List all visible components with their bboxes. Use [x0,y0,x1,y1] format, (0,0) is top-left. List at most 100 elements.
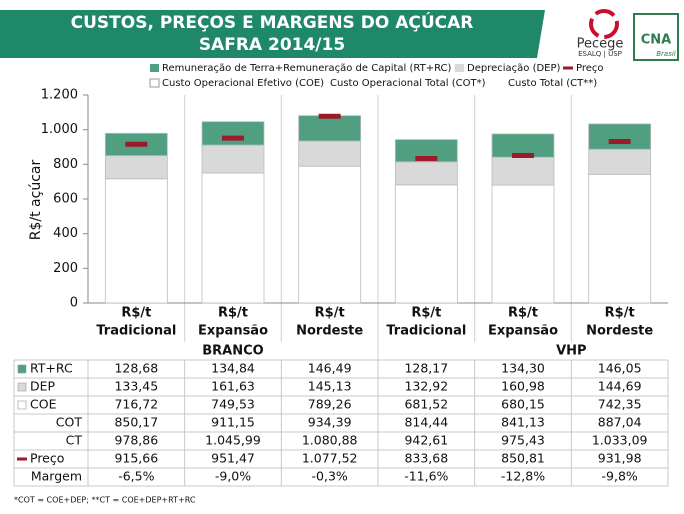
table-cell: 850,81 [501,451,545,466]
y-tick-label: 0 [70,296,78,311]
table-cell: 975,43 [501,433,545,448]
x-tick-label: R$/t [218,306,248,321]
row-label: Margem [31,469,82,484]
legend-swatch [455,64,464,72]
table-cell: 931,98 [598,451,642,466]
table-cell: 146,05 [598,361,642,376]
x-tick-label: R$/t [605,306,635,321]
table-cell: 716,72 [114,397,158,412]
x-tick-label: Tradicional [386,324,466,339]
row-label: COT [56,415,83,430]
bar-segment [588,173,652,304]
y-tick-label: 600 [53,192,78,207]
x-tick-label: R$/t [508,306,538,321]
row-label: COE [30,397,57,412]
table-cell: 942,61 [404,433,448,448]
legend-label: Preço [576,63,604,74]
legend-swatch [150,64,159,72]
x-tick-label: Expansão [198,324,268,339]
table-cell: 911,15 [211,415,255,430]
bar-segment [201,121,265,146]
table-cell: 814,44 [404,415,448,430]
table-cell: 934,39 [308,415,352,430]
table-cell: 128,68 [114,361,158,376]
x-tick-label: R$/t [121,306,151,321]
table-cell: 128,17 [404,361,448,376]
table-cell: 1.033,09 [592,433,648,448]
table-cell: 833,68 [404,451,448,466]
x-tick-label: R$/t [411,306,441,321]
legend-label: Custo Operacional Efetivo (COE) [162,78,324,89]
bar-segment [298,140,362,167]
bar-segment [394,184,458,304]
table-cell: 978,86 [114,433,158,448]
y-tick-label: 400 [53,226,78,241]
table-cell: 145,13 [308,379,352,394]
legend-label: Custo Operacional Total (COT*) [330,78,486,89]
cna-logo [633,13,679,61]
table-cell: 161,63 [211,379,255,394]
table-cell: 134,30 [501,361,545,376]
group-label: VHP [556,344,586,359]
bar-segment [588,123,652,150]
pecege-logo [589,9,619,39]
table-cell: 133,45 [114,379,158,394]
bar-segment [491,156,555,186]
row-label: Preço [30,451,64,466]
title-line: SAFRA 2014/15 [199,35,345,55]
table-cell: 680,15 [501,397,545,412]
legend-label: Depreciação (DEP) [467,63,561,74]
x-tick-label: Nordeste [296,324,363,339]
footnote: *COT = COE+DEP; **CT = COE+DEP+RT+RC [14,496,196,505]
x-tick-label: Nordeste [586,324,653,339]
bar-segment [201,144,265,174]
bar-segment [298,165,362,304]
table-cell: 951,47 [211,451,255,466]
group-label: BRANCO [202,344,263,359]
y-axis-label: R$/t açúcar [28,160,44,241]
row-label: DEP [30,379,56,394]
legend-swatch [149,78,160,88]
table-cell: 1.077,52 [302,451,358,466]
table-cell: 742,35 [598,397,642,412]
row-label: RT+RC [30,361,73,376]
x-tick-label: Expansão [488,324,558,339]
y-tick-label: 200 [53,261,78,276]
y-tick-label: 1.200 [41,88,78,103]
table-cell: -9,0% [215,469,251,484]
legend-label: Custo Total (CT**) [508,78,597,89]
table-cell: 749,53 [211,397,255,412]
table-cell: 1.045,99 [205,433,261,448]
table-cell: -11,6% [404,469,448,484]
bar-segment [201,172,265,304]
logo-text: CNA [641,33,671,48]
x-tick-label: R$/t [315,306,345,321]
table-cell: 887,04 [598,415,642,430]
bar-segment [491,184,555,304]
row-icon [17,382,27,392]
table-cell: -9,8% [602,469,638,484]
table-cell: 681,52 [404,397,448,412]
table-cell: 1.080,88 [302,433,358,448]
row-label: CT [66,433,83,448]
bar-segment [104,178,168,304]
row-icon [17,400,27,410]
table-cell: 850,17 [114,415,158,430]
y-tick-label: 800 [53,157,78,172]
title-line: CUSTOS, PREÇOS E MARGENS DO AÇÚCAR [71,11,474,33]
bar-segment [588,148,652,175]
legend-label: Remuneração de Terra+Remuneração de Capi… [162,63,452,74]
table-cell: 144,69 [598,379,642,394]
table-cell: 160,98 [501,379,545,394]
logo-text: Pecege [577,37,624,52]
table-cell: -6,5% [118,469,154,484]
header-band [0,10,545,58]
logo-text: Brasil [656,50,676,58]
x-tick-label: Tradicional [96,324,176,339]
table-cell: -12,8% [501,469,545,484]
bar-segment [104,155,168,180]
table-cell: 841,13 [501,415,545,430]
bar-segment [394,161,458,186]
table-cell: 789,26 [308,397,352,412]
